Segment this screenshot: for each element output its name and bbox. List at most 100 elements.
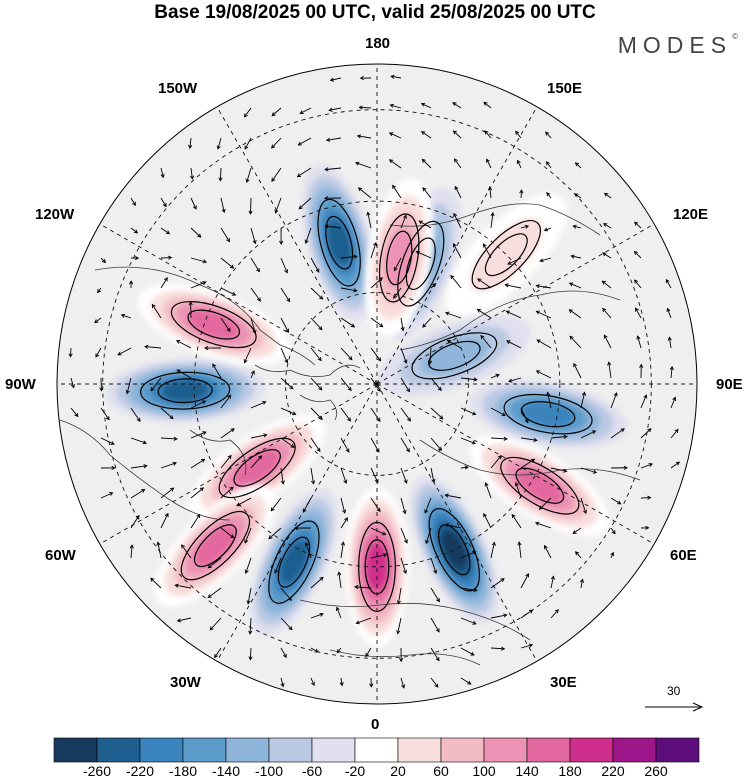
wind-vector xyxy=(340,677,343,686)
wind-vector xyxy=(520,644,533,649)
wind-vector xyxy=(280,467,284,484)
wind-vector-head xyxy=(402,569,407,575)
wind-vector xyxy=(249,647,252,660)
wind-vector xyxy=(454,158,462,169)
wind-vector xyxy=(220,197,225,213)
wind-vector-head xyxy=(94,319,99,324)
wind-vector-head xyxy=(202,281,207,285)
wind-vector xyxy=(506,340,522,349)
contour-line xyxy=(500,456,580,515)
wind-vector xyxy=(575,551,582,559)
wind-vector xyxy=(160,513,169,529)
wind-vector-head xyxy=(524,418,529,424)
wind-vector-head xyxy=(436,598,440,603)
contour-line xyxy=(515,467,565,504)
wind-vector-head xyxy=(274,569,279,574)
wind-vector-head xyxy=(445,311,450,316)
anomaly-shading xyxy=(279,540,309,584)
wind-vector-head xyxy=(324,224,329,229)
wind-vector-head xyxy=(546,192,551,197)
contour-line xyxy=(386,230,413,286)
wind-vector-head xyxy=(189,175,195,180)
colorbar-swatch xyxy=(526,737,571,763)
wind-vector-head xyxy=(212,363,217,368)
wind-vector-head xyxy=(415,250,420,255)
wind-vector-head xyxy=(515,130,520,135)
wind-vector-head xyxy=(639,363,644,368)
wind-vector-head xyxy=(350,323,356,328)
wind-vector xyxy=(460,437,476,444)
wind-vector-head xyxy=(473,377,478,382)
wind-vector xyxy=(219,167,222,181)
wind-vector xyxy=(610,527,616,534)
wind-vector xyxy=(280,287,291,302)
wind-vector-head xyxy=(488,186,493,191)
wind-vector-head xyxy=(376,387,381,392)
wind-vector xyxy=(249,617,252,634)
wind-vector-head xyxy=(403,479,408,484)
wind-vector-head xyxy=(546,161,550,166)
wind-vector-head xyxy=(506,340,511,345)
coastline xyxy=(299,599,531,641)
wind-vector-head xyxy=(377,357,382,362)
wind-vector xyxy=(484,130,492,139)
wind-vector-head xyxy=(311,480,316,485)
wind-vector-head xyxy=(271,177,276,182)
wind-vector-head xyxy=(431,478,436,484)
wind-vector-head xyxy=(573,362,578,368)
vector-scale-label: 30 xyxy=(667,684,681,698)
wind-vector xyxy=(547,392,552,409)
wind-vector xyxy=(310,377,323,391)
wind-vector xyxy=(536,339,552,349)
wind-vector-head xyxy=(563,468,568,473)
wind-vector-head xyxy=(617,500,622,505)
coastline xyxy=(329,649,481,666)
wind-vector-head xyxy=(111,465,116,471)
meridian-line xyxy=(376,106,538,385)
wind-vector xyxy=(220,394,232,409)
coastline xyxy=(254,364,361,378)
wind-vector-head xyxy=(592,469,598,474)
wind-vector-head xyxy=(218,177,223,182)
wind-vector xyxy=(430,467,435,483)
anomaly-shading xyxy=(195,525,236,566)
meridian-line xyxy=(376,223,655,385)
wind-vector xyxy=(483,513,492,529)
wind-vector xyxy=(340,407,351,422)
wind-vector xyxy=(400,377,410,392)
wind-vector-head xyxy=(355,620,360,625)
wind-vector-head xyxy=(229,486,234,491)
wind-vector xyxy=(571,255,582,259)
wind-vector xyxy=(430,587,440,602)
wind-vector-head xyxy=(503,436,508,441)
wind-vector xyxy=(506,310,522,319)
colorbar-swatch xyxy=(139,737,184,763)
wind-vector xyxy=(100,407,110,420)
wind-vector-head xyxy=(296,173,302,178)
wind-vector xyxy=(365,647,372,657)
wind-vector-head xyxy=(188,301,193,306)
wind-vector-head xyxy=(379,323,384,328)
wind-vector xyxy=(270,497,282,511)
wind-vector-head xyxy=(345,448,350,453)
wind-vector-head xyxy=(151,303,156,309)
wind-vector-head xyxy=(298,205,303,210)
wind-vector-head xyxy=(282,653,287,659)
wind-vector xyxy=(505,284,522,289)
wind-vector xyxy=(340,497,346,514)
wind-vector xyxy=(640,428,652,439)
wind-vector xyxy=(220,428,235,439)
wind-vector xyxy=(400,557,407,574)
wind-vector xyxy=(130,197,136,206)
wind-vector xyxy=(121,314,132,319)
wind-vector-head xyxy=(503,613,508,618)
wind-vector xyxy=(244,107,252,118)
wind-vector-head xyxy=(472,550,477,555)
wind-vector-head xyxy=(133,229,139,234)
wind-vector xyxy=(325,225,342,229)
map-boundary xyxy=(56,63,698,705)
wind-vector-head xyxy=(328,107,333,112)
wind-vector xyxy=(130,407,141,422)
wind-vector xyxy=(536,310,552,319)
wind-vector xyxy=(421,131,432,139)
